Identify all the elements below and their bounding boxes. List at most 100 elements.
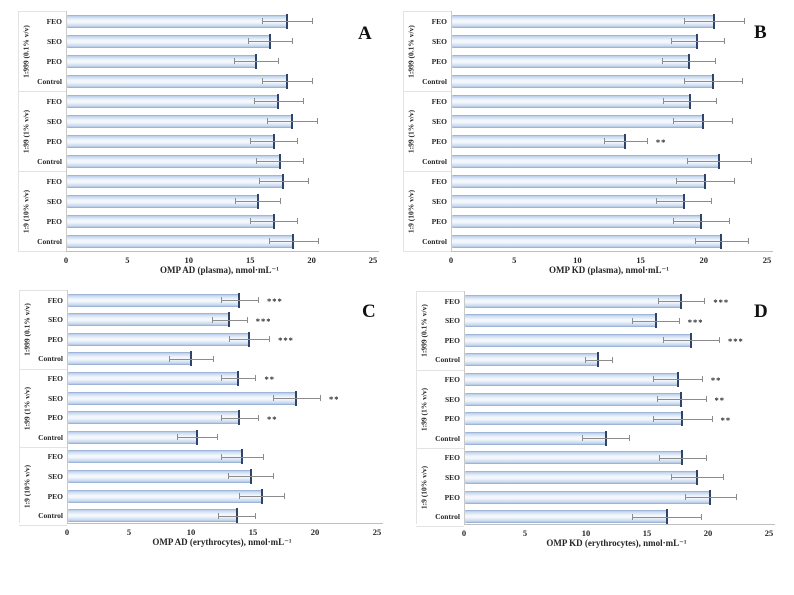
- error-bar: [220, 456, 263, 458]
- error-bar-inner-cap: [653, 376, 655, 383]
- significance-stars: ***: [713, 297, 730, 307]
- error-bar: [659, 457, 706, 459]
- error-bar-outer-cap: [711, 415, 713, 422]
- bar-seo: [452, 34, 698, 48]
- significance-stars: **: [264, 374, 275, 385]
- error-bar-inner-cap: [212, 316, 214, 323]
- bar-peo: [68, 489, 262, 503]
- bar-end-cap: [260, 488, 263, 504]
- bar-feo: [465, 372, 678, 386]
- bar-label-control: Control: [38, 511, 63, 521]
- bar-label-seo: SEO: [47, 471, 63, 481]
- x-tick-label: 10: [573, 255, 582, 265]
- error-bar-outer-cap: [246, 316, 248, 323]
- error-bar-outer-cap: [748, 238, 750, 244]
- error-bar-outer-cap: [278, 58, 280, 64]
- group-label: 1:99 (1% v/v): [21, 109, 31, 154]
- bar-end-cap: [272, 213, 275, 229]
- bar-end-cap: [282, 173, 285, 189]
- bar-feo: [452, 94, 690, 108]
- error-bar: [671, 477, 723, 479]
- significance-stars: ***: [266, 296, 283, 306]
- bar-control: [452, 154, 719, 168]
- error-bar: [675, 181, 735, 182]
- bar-end-cap: [700, 213, 703, 229]
- bar-label-seo: SEO: [431, 196, 447, 206]
- bar-seo: [465, 314, 656, 328]
- bar-end-cap: [681, 450, 684, 466]
- bar-label-seo: SEO: [47, 393, 63, 403]
- error-bar-inner-cap: [262, 18, 264, 24]
- error-bar: [220, 300, 258, 301]
- bar-label-feo: FEO: [444, 296, 460, 306]
- bar-end-cap: [676, 371, 679, 387]
- error-bar-inner-cap: [582, 435, 584, 442]
- error-bar-outer-cap: [705, 396, 707, 402]
- error-bar-outer-cap: [316, 118, 318, 124]
- significance-stars: **: [710, 375, 722, 386]
- bar-control: [67, 234, 294, 248]
- bar-control: [452, 74, 713, 88]
- x-tick-label: 10: [581, 528, 591, 538]
- bar-end-cap: [712, 13, 715, 29]
- error-bar-outer-cap: [307, 178, 309, 184]
- group-boundary-line: [19, 525, 67, 527]
- significance-stars: **: [655, 137, 667, 147]
- error-bar-outer-cap: [722, 474, 724, 481]
- error-bar-inner-cap: [662, 337, 664, 344]
- error-bar-outer-cap: [284, 493, 285, 499]
- significance-stars: **: [266, 413, 278, 424]
- label-area-border-line: [403, 11, 404, 251]
- error-bar-outer-cap: [257, 297, 259, 303]
- category-axis-line: [464, 291, 465, 524]
- bar-end-cap: [597, 352, 600, 368]
- error-bar-outer-cap: [291, 38, 293, 44]
- bar-feo: [67, 174, 284, 188]
- error-bar: [234, 61, 279, 62]
- error-bar-outer-cap: [700, 513, 702, 520]
- x-tick-label: 5: [512, 255, 517, 265]
- bar-end-cap: [196, 429, 199, 445]
- error-bar-outer-cap: [701, 376, 703, 383]
- bar-end-cap: [680, 293, 683, 309]
- bar-label-peo: PEO: [444, 414, 460, 424]
- bar-end-cap: [286, 73, 289, 89]
- error-bar: [657, 301, 705, 302]
- bar-feo: [68, 371, 239, 385]
- error-bar-inner-cap: [584, 356, 586, 363]
- x-tick-label: 5: [126, 527, 132, 537]
- error-bar: [662, 61, 716, 62]
- error-bar-outer-cap: [715, 58, 717, 64]
- bar-label-control: Control: [38, 432, 63, 442]
- x-tick-label: 25: [372, 527, 382, 537]
- error-bar-inner-cap: [675, 178, 677, 184]
- x-tick-label: 0: [63, 255, 69, 265]
- bar-end-cap: [292, 233, 295, 249]
- x-tick-label: 5: [125, 255, 130, 265]
- panel-letter-d: D: [754, 301, 768, 322]
- bar-label-peo: PEO: [46, 56, 62, 66]
- error-bar-inner-cap: [168, 355, 170, 362]
- category-axis-line: [67, 290, 68, 523]
- bar-end-cap: [256, 193, 259, 209]
- bar-end-cap: [286, 13, 289, 29]
- bar-end-cap: [604, 430, 607, 446]
- x-tick-label: 15: [636, 255, 645, 265]
- error-bar-inner-cap: [657, 298, 659, 304]
- bar-label-peo: PEO: [444, 335, 460, 345]
- label-area-border-line: [19, 290, 20, 523]
- bar-peo: [465, 333, 691, 347]
- bar-label-peo: PEO: [444, 492, 460, 502]
- error-bar-inner-cap: [632, 317, 634, 324]
- bar-seo: [68, 391, 297, 405]
- bar-label-seo: SEO: [444, 316, 460, 326]
- error-bar-inner-cap: [250, 218, 252, 224]
- error-bar: [247, 41, 292, 42]
- bar-peo: [452, 214, 702, 228]
- error-bar-inner-cap: [250, 138, 252, 144]
- error-bar: [212, 319, 247, 321]
- bar-control: [68, 509, 237, 523]
- error-bar: [268, 241, 318, 242]
